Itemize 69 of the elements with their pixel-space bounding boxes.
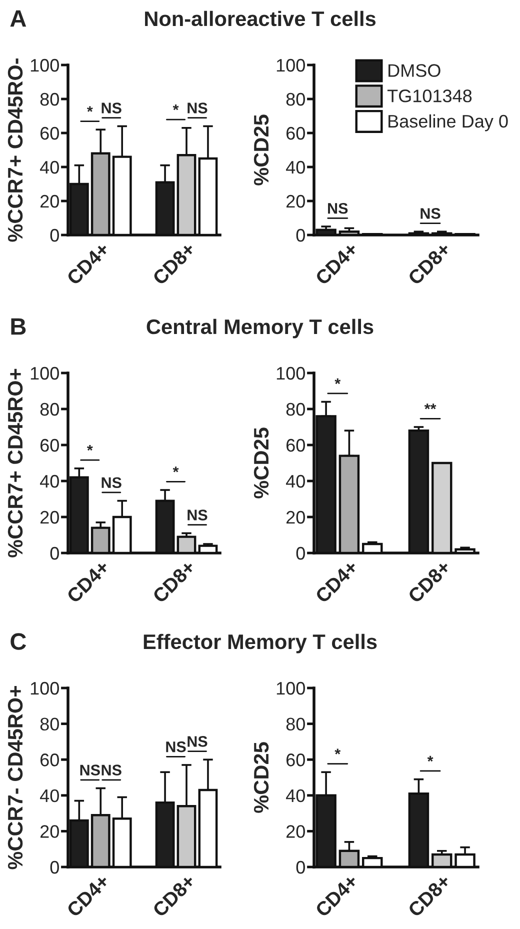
y-tick-label: 80 — [40, 402, 59, 416]
annotation: * — [172, 104, 179, 110]
y-tick-label: 40 — [40, 474, 59, 488]
y-tick-label: 100 — [30, 58, 59, 72]
y-tick-label: 80 — [40, 718, 59, 731]
annotation: NS — [188, 102, 208, 114]
annotation: NS — [102, 102, 122, 114]
chart-title: Non-alloreactive T cells — [145, 10, 376, 26]
y-tick-label: 60 — [286, 438, 305, 452]
y-tick-label: 20 — [40, 194, 59, 208]
y-tick-label: 100 — [30, 682, 59, 695]
annotation: * — [172, 466, 179, 472]
y-tick-label: 0 — [50, 860, 59, 874]
annotation: NS — [420, 208, 440, 219]
y-tick-label: 0 — [296, 860, 305, 874]
annotation: NS — [102, 477, 122, 488]
annotation: NS — [188, 736, 208, 747]
chart-title: Effector Memory T cells — [144, 634, 377, 654]
annotation: NS — [102, 764, 122, 776]
y-axis-title: %CD25 — [254, 114, 269, 186]
y-tick-label: 20 — [40, 825, 59, 838]
legend-label: Baseline Day 0 — [388, 114, 508, 132]
text: B — [11, 318, 26, 335]
annotation: * — [334, 748, 341, 754]
y-tick-label: 0 — [296, 228, 305, 242]
y-tick-label: 20 — [286, 194, 305, 208]
y-axis-title: %CCR7+ CD45RO- — [8, 58, 23, 242]
annotation: NS — [328, 202, 348, 214]
annotation: * — [86, 444, 93, 451]
annotation: * — [427, 756, 434, 762]
y-tick-label: 20 — [286, 825, 305, 838]
y-axis-title: %CD25 — [254, 428, 269, 498]
annotation: * — [334, 378, 341, 384]
legend-label: DMSO — [388, 64, 440, 77]
y-tick-label: 100 — [276, 682, 305, 695]
y-tick-label: 40 — [40, 789, 59, 802]
annotation: NS — [188, 510, 208, 520]
y-tick-label: 0 — [296, 546, 305, 560]
y-axis-title: %CCR7- CD45RO+ — [8, 686, 23, 870]
y-tick-label: 40 — [40, 160, 59, 174]
y-tick-label: 60 — [40, 126, 59, 140]
y-tick-label: 20 — [40, 510, 59, 524]
annotation: ** — [424, 404, 436, 410]
legend-label: TG101348 — [387, 90, 472, 102]
y-axis-title: %CCR7+ CD45RO+ — [8, 368, 23, 558]
y-axis-title: %CD25 — [254, 742, 269, 813]
y-tick-label: 40 — [286, 789, 305, 802]
annotation: * — [86, 106, 93, 112]
text: C — [10, 633, 26, 650]
y-tick-label: 20 — [286, 510, 305, 524]
y-tick-label: 80 — [40, 92, 59, 106]
chart-title: Central Memory T cells — [146, 318, 374, 338]
y-tick-label: 60 — [286, 126, 305, 140]
annotation: NS — [166, 741, 186, 752]
text: A — [10, 10, 26, 27]
y-tick-label: 40 — [286, 160, 305, 174]
y-tick-label: 60 — [40, 754, 59, 766]
y-tick-label: 100 — [276, 366, 305, 380]
y-tick-label: 100 — [30, 366, 59, 380]
annotation: NS — [80, 764, 100, 776]
y-tick-label: 100 — [276, 58, 305, 72]
y-tick-label: 40 — [286, 474, 305, 488]
y-tick-label: 0 — [50, 228, 59, 242]
y-tick-label: 80 — [286, 718, 305, 731]
y-tick-label: 0 — [50, 546, 59, 560]
y-tick-label: 60 — [286, 754, 305, 766]
y-tick-label: 60 — [40, 438, 59, 452]
y-tick-label: 80 — [286, 402, 305, 416]
y-tick-label: 80 — [286, 92, 305, 106]
